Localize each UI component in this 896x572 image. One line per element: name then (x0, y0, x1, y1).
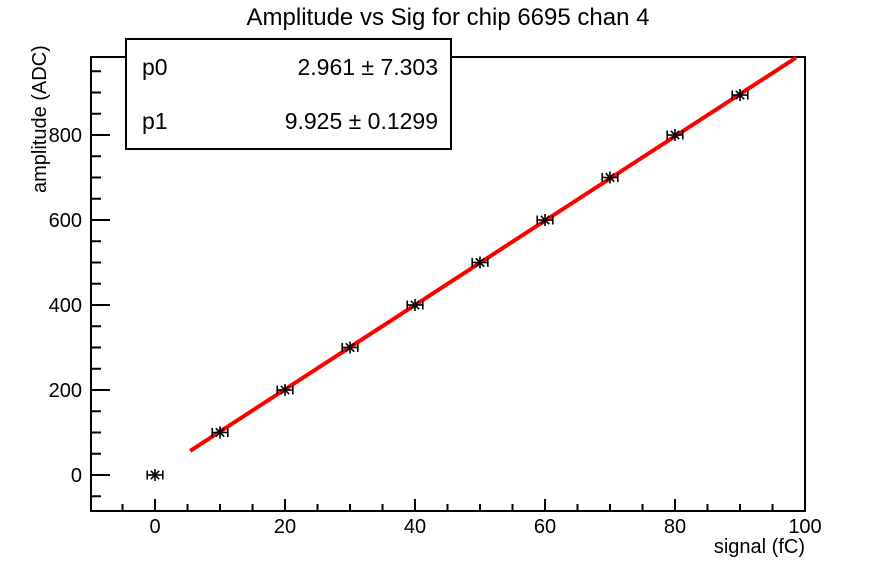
marker-stroke (605, 172, 615, 183)
fit-line (189, 56, 797, 453)
y-tick-label: 800 (49, 125, 82, 147)
x-tick-label: 40 (404, 516, 426, 538)
fit-param-value: 2.961 ± 7.303 (297, 53, 438, 80)
fit-param-name: p0 (142, 53, 168, 80)
data-point (471, 256, 489, 269)
marker-stroke (215, 427, 225, 438)
marker-stroke (475, 257, 485, 268)
fit-stats-box: p0 2.961 ± 7.303 p1 9.925 ± 0.1299 (125, 38, 452, 150)
marker-stroke (410, 300, 420, 310)
marker-stroke (540, 215, 550, 225)
marker-stroke (345, 342, 355, 353)
data-point (341, 341, 359, 354)
x-tick-label: 60 (534, 516, 556, 538)
x-tick-label: 80 (664, 516, 686, 538)
x-axis-title: signal (fC) (714, 536, 805, 558)
marker-stroke (150, 470, 160, 480)
x-tick-label: 100 (788, 516, 821, 538)
data-point (406, 298, 424, 311)
data-point (211, 426, 229, 439)
data-point (146, 469, 164, 482)
marker-stroke (280, 385, 290, 395)
y-tick-label: 400 (49, 295, 82, 317)
marker-stroke (670, 130, 680, 140)
x-tick-label: 20 (274, 516, 296, 538)
y-tick-label: 200 (49, 380, 82, 402)
y-tick-label: 600 (49, 210, 82, 232)
x-tick-label: 0 (149, 516, 160, 538)
fit-param-value: 9.925 ± 0.1299 (284, 107, 438, 134)
data-point (731, 89, 749, 102)
data-point (601, 171, 619, 184)
data-point (666, 128, 684, 141)
y-tick-label: 0 (71, 465, 82, 487)
marker-stroke (735, 90, 745, 100)
fit-param-row: p1 9.925 ± 0.1299 (127, 108, 450, 135)
data-point (536, 213, 554, 226)
data-point (276, 383, 294, 396)
plot-title: Amplitude vs Sig for chip 6695 chan 4 (246, 4, 650, 31)
y-axis-title: amplitude (ADC) (29, 45, 51, 193)
fit-param-row: p0 2.961 ± 7.303 (127, 54, 450, 81)
fit-param-name: p1 (142, 107, 168, 134)
